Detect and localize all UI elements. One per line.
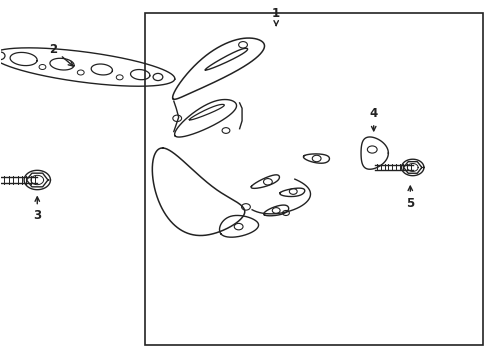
Bar (144, 13, 483, 345)
Text: 3: 3 (33, 197, 41, 222)
Text: 2: 2 (49, 42, 73, 66)
Text: 1: 1 (272, 7, 280, 26)
Text: 4: 4 (369, 107, 377, 131)
Text: 5: 5 (406, 186, 413, 210)
